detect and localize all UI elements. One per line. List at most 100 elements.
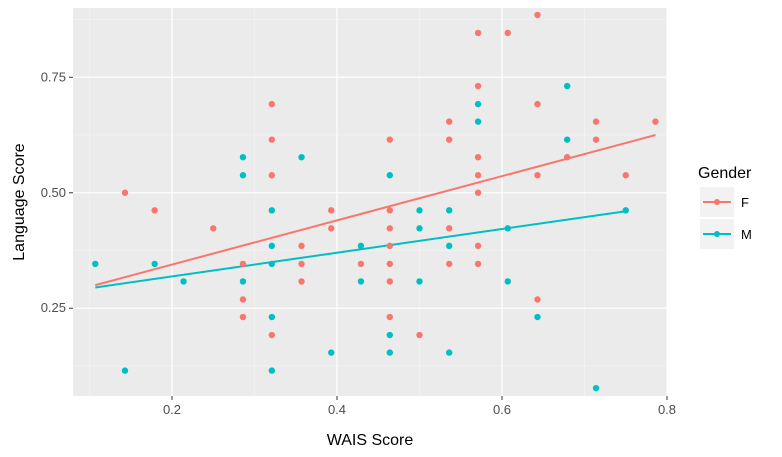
point-f bbox=[239, 260, 247, 268]
trend-line-f bbox=[95, 134, 656, 287]
point-f bbox=[298, 242, 305, 250]
x-tick-label: 0.2 bbox=[163, 402, 181, 417]
data-points bbox=[92, 11, 659, 392]
point-f bbox=[268, 136, 276, 143]
point-m bbox=[504, 225, 511, 232]
point-f bbox=[416, 331, 423, 339]
point-f bbox=[386, 242, 393, 250]
point-f bbox=[534, 100, 541, 108]
point-f bbox=[386, 207, 393, 214]
point-f bbox=[474, 29, 482, 37]
point-m bbox=[239, 278, 247, 285]
legend-item-m: M bbox=[700, 219, 752, 249]
point-f bbox=[474, 189, 482, 196]
point-f bbox=[592, 136, 600, 143]
point-f bbox=[298, 278, 305, 285]
x-tick-label: 0.6 bbox=[493, 402, 511, 417]
point-m bbox=[416, 278, 423, 285]
point-f bbox=[652, 118, 659, 125]
point-m bbox=[416, 207, 423, 214]
point-m bbox=[592, 384, 600, 392]
point-f bbox=[210, 225, 217, 232]
point-m bbox=[268, 242, 276, 250]
legend-label-f: F bbox=[741, 195, 749, 210]
legend-dot-m bbox=[714, 231, 720, 237]
point-m bbox=[563, 136, 571, 143]
point-f bbox=[474, 242, 482, 250]
point-f bbox=[239, 296, 247, 303]
y-axis-title: Language Score bbox=[11, 143, 28, 261]
point-f bbox=[592, 118, 600, 125]
point-f bbox=[474, 172, 482, 179]
point-f bbox=[386, 225, 393, 232]
legend-item-f: F bbox=[700, 187, 749, 217]
legend-dot-f bbox=[714, 199, 720, 205]
point-f bbox=[386, 260, 393, 268]
point-m bbox=[563, 82, 571, 90]
point-f bbox=[386, 278, 393, 285]
point-f bbox=[534, 11, 541, 19]
point-m bbox=[239, 153, 247, 161]
y-tick-label: 0.25 bbox=[41, 300, 66, 315]
point-m bbox=[446, 349, 453, 356]
point-m bbox=[239, 172, 247, 179]
point-f bbox=[534, 172, 541, 179]
x-tick-label: 0.8 bbox=[658, 402, 676, 417]
point-m bbox=[268, 313, 276, 321]
point-f bbox=[474, 260, 482, 268]
point-f bbox=[534, 296, 541, 303]
point-f bbox=[504, 29, 511, 37]
legend-title: Gender bbox=[698, 165, 752, 182]
point-f bbox=[386, 136, 393, 143]
point-m bbox=[386, 331, 393, 339]
point-f bbox=[357, 260, 365, 268]
x-tick-label: 0.4 bbox=[328, 402, 346, 417]
point-f bbox=[121, 189, 129, 196]
point-f bbox=[446, 118, 453, 125]
point-m bbox=[268, 207, 276, 214]
point-m bbox=[474, 100, 482, 108]
trend-lines bbox=[95, 134, 656, 289]
point-m bbox=[151, 260, 158, 268]
point-m bbox=[534, 313, 541, 321]
point-m bbox=[474, 118, 482, 125]
point-f bbox=[268, 100, 276, 108]
point-m bbox=[416, 225, 423, 232]
point-m bbox=[504, 278, 511, 285]
point-m bbox=[357, 242, 365, 250]
point-f bbox=[563, 153, 571, 161]
point-f bbox=[328, 225, 335, 232]
point-m bbox=[268, 367, 276, 374]
point-f bbox=[446, 260, 453, 268]
point-f bbox=[151, 207, 158, 214]
point-f bbox=[446, 136, 453, 143]
point-m bbox=[446, 242, 453, 250]
point-f bbox=[386, 313, 393, 321]
x-axis-title: WAIS Score bbox=[327, 432, 414, 449]
point-m bbox=[622, 207, 629, 214]
point-f bbox=[239, 313, 247, 321]
point-f bbox=[446, 225, 453, 232]
point-m bbox=[386, 172, 393, 179]
y-axis: 0.25 0.50 0.75 bbox=[41, 69, 73, 315]
legend: Gender F M bbox=[698, 165, 752, 249]
y-tick-label: 0.50 bbox=[41, 185, 66, 200]
point-m bbox=[328, 349, 335, 356]
point-m bbox=[298, 153, 305, 161]
point-m bbox=[268, 260, 276, 268]
legend-label-m: M bbox=[741, 227, 752, 242]
major-grid bbox=[73, 8, 668, 396]
point-f bbox=[328, 207, 335, 214]
trend-line-m bbox=[95, 210, 626, 289]
point-f bbox=[622, 172, 629, 179]
panel-background bbox=[73, 8, 667, 396]
point-m bbox=[180, 278, 187, 285]
x-axis: 0.2 0.4 0.6 0.8 bbox=[163, 396, 676, 417]
point-f bbox=[268, 172, 276, 179]
point-m bbox=[357, 278, 365, 285]
point-m bbox=[92, 260, 99, 268]
point-m bbox=[446, 207, 453, 214]
point-f bbox=[474, 82, 482, 90]
point-f bbox=[268, 331, 276, 339]
